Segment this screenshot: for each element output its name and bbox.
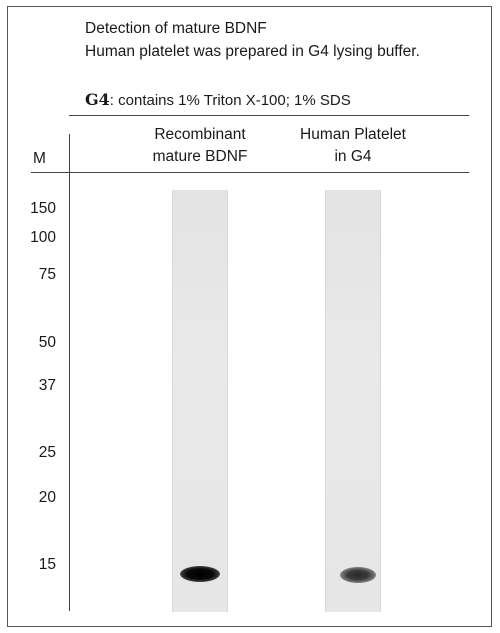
column-header-divider — [31, 172, 469, 173]
figure-frame — [7, 6, 492, 627]
lane-1-header-line-2: mature BDNF — [152, 148, 248, 165]
marker-20: 20 — [38, 489, 56, 506]
lane-1-header: Recombinant mature BDNF — [130, 124, 270, 168]
marker-column-divider — [69, 134, 70, 611]
marker-37: 37 — [38, 377, 56, 394]
marker-75: 75 — [38, 266, 56, 283]
lane-2-header: Human Platelet in G4 — [283, 124, 423, 168]
marker-50: 50 — [38, 334, 56, 351]
lane-1-recombinant — [172, 190, 228, 612]
lane-1-band — [180, 566, 220, 582]
marker-15: 15 — [38, 556, 56, 573]
buffer-name: G4 — [85, 90, 110, 109]
buffer-description: G4: contains 1% Triton X-100; 1% SDS — [85, 90, 351, 109]
lane-2-band — [340, 567, 376, 583]
marker-25: 25 — [38, 444, 56, 461]
header-divider — [69, 115, 469, 116]
marker-100: 100 — [30, 229, 56, 246]
lane-2-header-line-1: Human Platelet — [300, 126, 406, 143]
lane-2-human-platelet — [325, 190, 381, 612]
marker-150: 150 — [30, 200, 56, 217]
marker-column-label: M — [33, 150, 46, 167]
buffer-details: : contains 1% Triton X-100; 1% SDS — [109, 92, 351, 109]
lane-1-header-line-1: Recombinant — [154, 126, 246, 143]
title-line-1: Detection of mature BDNF — [85, 20, 267, 37]
title-line-2: Human platelet was prepared in G4 lysing… — [85, 43, 420, 60]
lane-2-header-line-2: in G4 — [334, 148, 372, 165]
